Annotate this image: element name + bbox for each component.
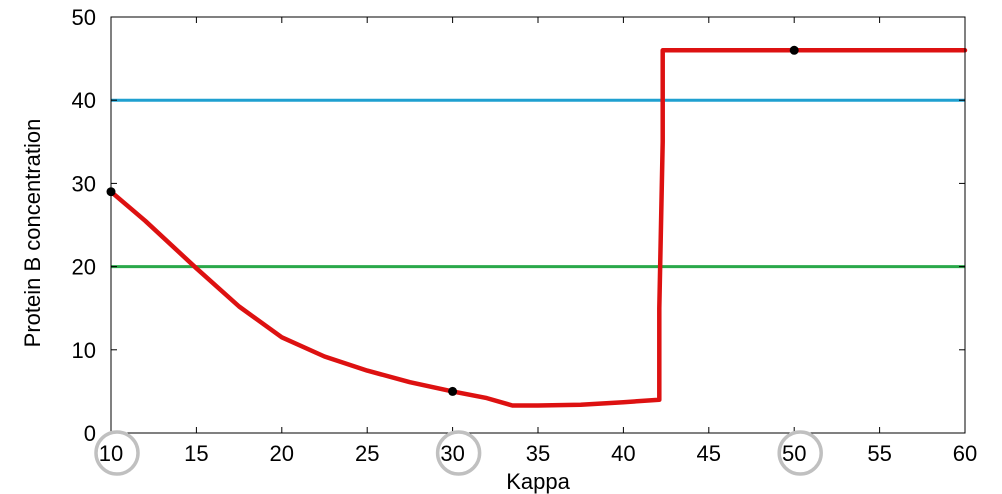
y-tick-label: 50	[72, 5, 96, 30]
tick-highlight-circle	[94, 430, 140, 476]
y-tick-label: 40	[72, 88, 96, 113]
plot-frame	[110, 16, 966, 434]
x-tick-label: 10	[99, 441, 123, 466]
data-marker	[789, 45, 799, 55]
x-tick-label: 50	[782, 441, 806, 466]
x-tick-label: 20	[270, 441, 294, 466]
x-tick-label: 60	[953, 441, 977, 466]
tick-highlight-circle	[777, 430, 823, 476]
y-tick-label: 20	[72, 255, 96, 280]
marker-group	[106, 45, 799, 396]
x-tick-label: 30	[440, 441, 464, 466]
y-tick-label: 30	[72, 171, 96, 196]
series-group	[108, 48, 968, 408]
x-tick-label: 45	[697, 441, 721, 466]
y-axis-label: Protein B concentration	[20, 119, 45, 348]
x-tick-label: 25	[355, 441, 379, 466]
x-tick-label: 15	[184, 441, 208, 466]
data-marker	[448, 386, 458, 396]
tick-highlight-group	[94, 430, 823, 476]
x-tick-label: 55	[867, 441, 891, 466]
x-axis-ticks: 10 15 20 25 30 35 40 45 50 55 60	[99, 17, 977, 466]
x-tick-label: 35	[526, 441, 550, 466]
series-line	[108, 48, 968, 408]
tick-highlight-circle	[435, 430, 482, 476]
y-tick-label: 0	[84, 421, 96, 446]
x-tick-label: 40	[611, 441, 635, 466]
reference-lines	[111, 98, 965, 269]
y-axis-ticks: 0 10 20 30 40 50	[72, 5, 965, 446]
x-axis-label: Kappa	[506, 469, 570, 494]
y-tick-label: 10	[72, 338, 96, 363]
